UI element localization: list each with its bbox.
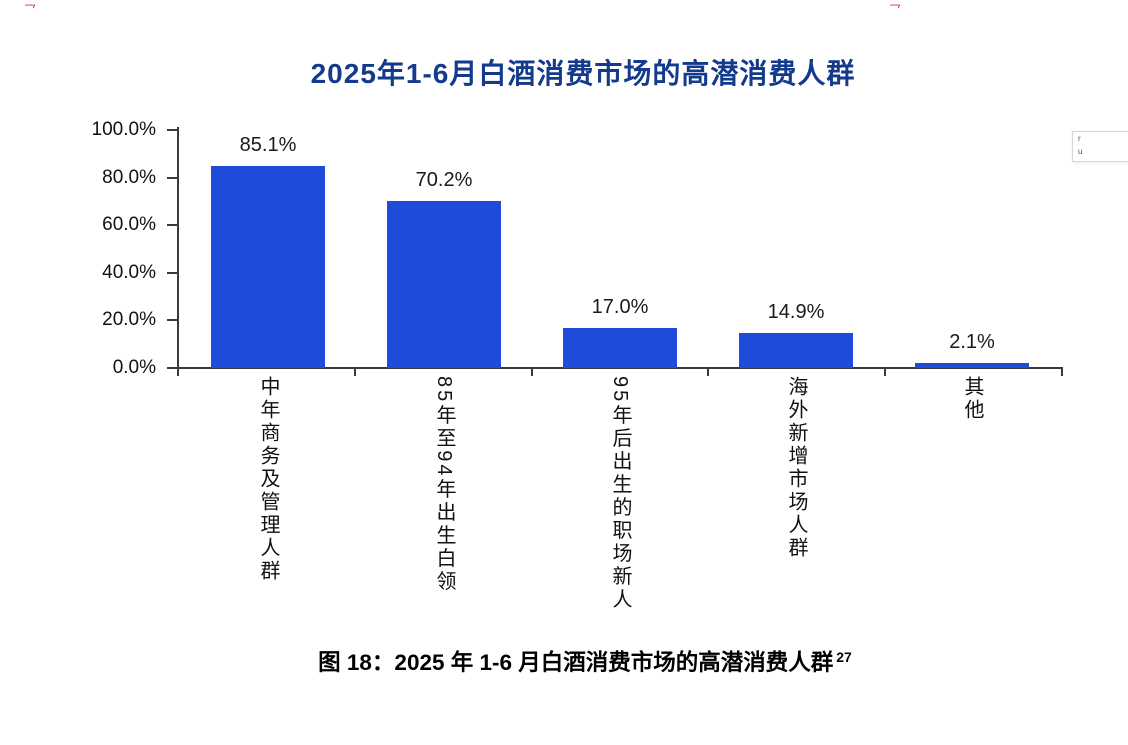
red-edit-mark-left: 乛 [24, 3, 37, 17]
bar-value-label: 70.2% [415, 168, 473, 191]
x-axis-category-label: 其他 [961, 376, 983, 422]
y-axis-tick-mark [167, 319, 178, 322]
y-axis-tick-mark [167, 224, 178, 227]
bar-value-label: 85.1% [239, 133, 297, 156]
bar [211, 165, 325, 368]
y-axis-tick-label: 40.0% [102, 261, 156, 283]
x-axis-category-label: 85年至94年出生白领 [433, 376, 455, 594]
x-axis-line [177, 367, 1063, 369]
bar-value-label: 14.9% [767, 300, 825, 323]
x-axis-tick-mark [177, 368, 179, 376]
y-axis-line [177, 127, 179, 369]
y-axis-tick-label: 60.0% [102, 214, 156, 236]
y-axis-tick-mark [167, 367, 178, 369]
y-axis-tick-mark [167, 129, 178, 131]
x-axis-tick-mark [1061, 368, 1063, 376]
footnote-reference: 27 [836, 648, 852, 665]
y-axis-tick-label: 100.0% [91, 119, 156, 140]
x-axis-tick-mark [707, 368, 710, 376]
red-edit-mark-right: 乛 [889, 3, 902, 17]
chart-title: 2025年1-6月白酒消费市场的高潜消费人群 [310, 58, 856, 89]
bar [563, 327, 677, 368]
x-axis-tick-mark [884, 368, 887, 376]
bar [387, 200, 501, 368]
y-axis-tick-label: 0.0% [112, 357, 156, 378]
clipped-box-glyph: r [1078, 134, 1081, 143]
bar-value-label: 2.1% [949, 331, 995, 353]
clipped-box-glyph: u [1078, 147, 1083, 156]
bar-value-label: 17.0% [591, 295, 649, 318]
bar [915, 363, 1029, 368]
y-axis-tick-label: 80.0% [102, 166, 156, 188]
bar [739, 332, 853, 368]
figure-caption-text: 图 18：2025 年 1-6 月白酒消费市场的高潜消费人群 [318, 650, 834, 675]
y-axis-tick-mark [167, 271, 178, 274]
x-axis-category-label: 海外新增市场人群 [785, 376, 807, 560]
x-axis-category-label: 95年后出生的职场新人 [609, 376, 631, 612]
y-axis-tick-mark [167, 176, 178, 179]
x-axis-category-label: 中年商务及管理人群 [257, 376, 279, 583]
figure-caption: 图 18：2025 年 1-6 月白酒消费市场的高潜消费人群 27 [40, 645, 1128, 677]
y-axis-tick-label: 20.0% [102, 309, 156, 331]
x-axis-tick-mark [353, 368, 356, 376]
x-axis-tick-mark [530, 368, 533, 376]
